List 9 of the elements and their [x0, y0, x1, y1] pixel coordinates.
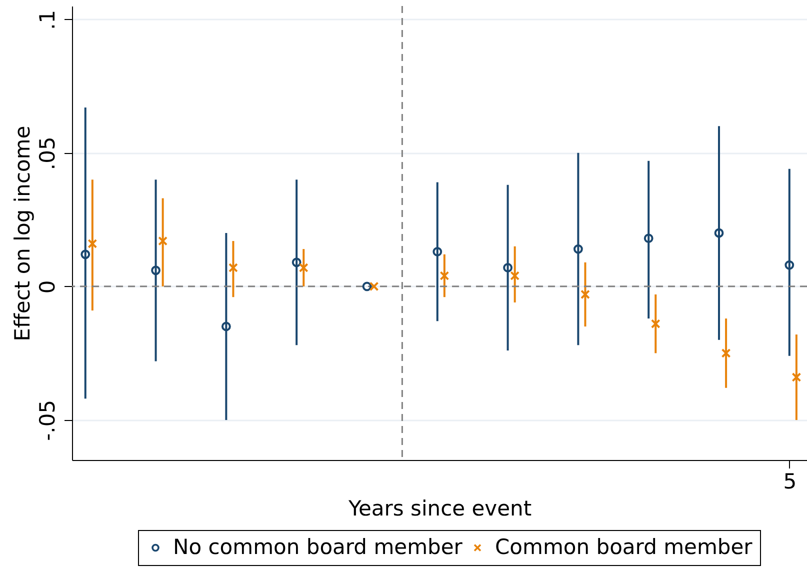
- legend-label: Common board member: [495, 534, 753, 559]
- x-axis-title: Years since event: [347, 496, 532, 520]
- x-tick-label: 5: [783, 470, 797, 494]
- y-tick-label: .1: [36, 10, 60, 30]
- y-tick-label: -.05: [36, 400, 60, 441]
- y-tick-label: .05: [36, 136, 60, 170]
- y-tick-label: 0: [36, 280, 60, 294]
- legend-label: No common board member: [173, 534, 463, 559]
- y-axis-title: Effect on log income: [10, 126, 34, 342]
